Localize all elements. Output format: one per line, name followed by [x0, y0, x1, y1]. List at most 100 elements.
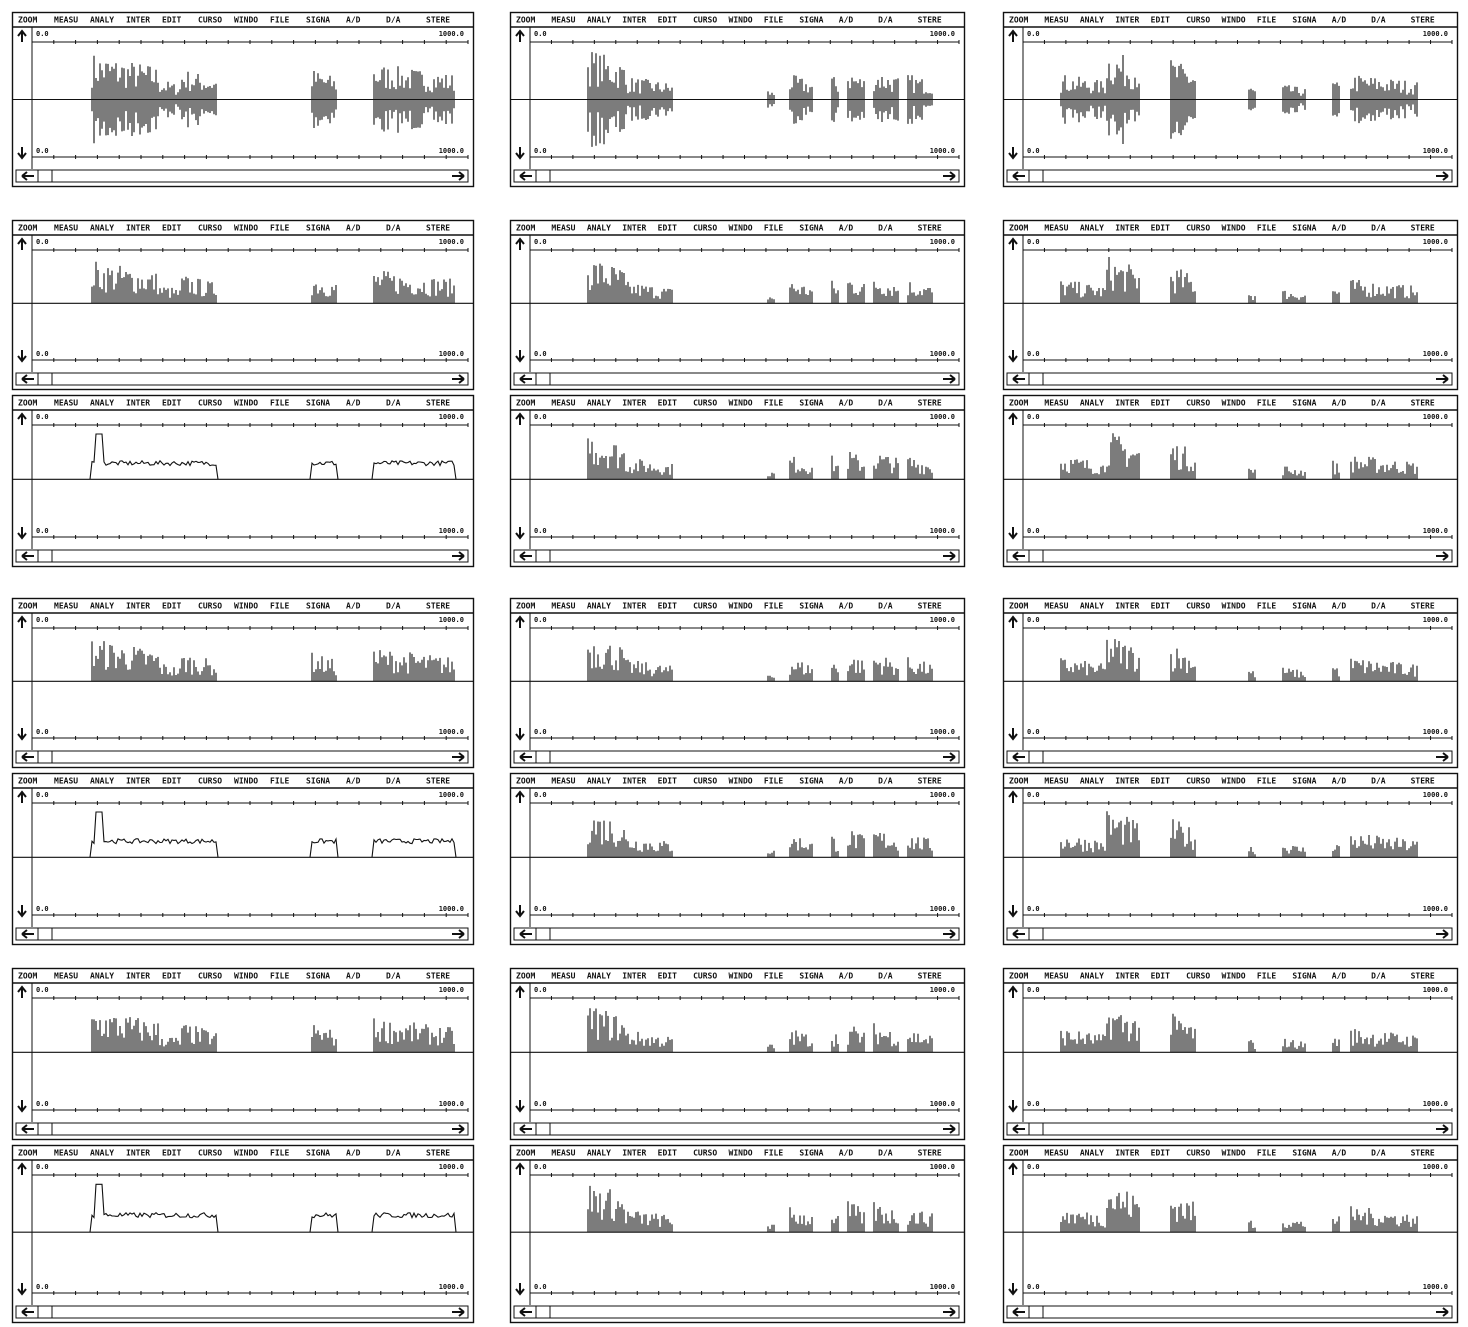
menu-item[interactable]: FILE — [270, 602, 289, 611]
menu-item[interactable]: A/D — [346, 399, 361, 408]
menu-item[interactable]: ZOOM — [18, 602, 37, 611]
menu-item[interactable]: D/A — [386, 399, 401, 408]
scrollbar[interactable] — [1007, 751, 1452, 763]
menu-item[interactable]: CURSO — [198, 972, 222, 981]
menu-item[interactable]: ZOOM — [18, 399, 37, 408]
scroll-thumb[interactable] — [1029, 1123, 1043, 1135]
menu-item[interactable]: A/D — [1332, 777, 1347, 786]
scrollbar[interactable] — [16, 928, 468, 940]
scroll-thumb[interactable] — [1029, 550, 1043, 562]
menu-item[interactable]: CURSO — [1186, 777, 1210, 786]
menu-item[interactable]: D/A — [386, 972, 401, 981]
menu-item[interactable]: FILE — [1257, 1149, 1276, 1158]
menu-item[interactable]: A/D — [346, 1149, 361, 1158]
menu-item[interactable]: STERE — [1411, 1149, 1435, 1158]
menu-item[interactable]: ZOOM — [516, 399, 535, 408]
menu-item[interactable]: INTER — [622, 399, 646, 408]
scroll-thumb[interactable] — [38, 373, 52, 385]
menu-item[interactable]: WINDO — [234, 602, 258, 611]
menu-item[interactable]: ZOOM — [18, 224, 37, 233]
menu-item[interactable]: SIGNA — [1292, 16, 1316, 25]
menu-item[interactable]: EDIT — [658, 777, 677, 786]
menu-item[interactable]: SIGNA — [1292, 399, 1316, 408]
scroll-thumb[interactable] — [536, 751, 550, 763]
menu-item[interactable]: WINDO — [234, 972, 258, 981]
menu-item[interactable]: ZOOM — [1009, 972, 1028, 981]
scrollbar[interactable] — [514, 170, 959, 182]
menu-item[interactable]: CURSO — [693, 399, 717, 408]
menu-item[interactable]: A/D — [1332, 399, 1347, 408]
scrollbar[interactable] — [1007, 550, 1452, 562]
menu-item[interactable]: CURSO — [1186, 972, 1210, 981]
menu-item[interactable]: STERE — [426, 1149, 450, 1158]
menu-item[interactable]: MEASU — [1044, 777, 1068, 786]
scroll-thumb[interactable] — [38, 751, 52, 763]
menu-item[interactable]: STERE — [918, 602, 942, 611]
menu-item[interactable]: MEASU — [54, 399, 78, 408]
menu-item[interactable]: ANALY — [90, 16, 114, 25]
menu-item[interactable]: MEASU — [1044, 602, 1068, 611]
menu-item[interactable]: D/A — [878, 777, 893, 786]
menu-item[interactable]: A/D — [839, 1149, 854, 1158]
menu-item[interactable]: INTER — [1115, 602, 1139, 611]
menu-item[interactable]: SIGNA — [1292, 224, 1316, 233]
menu-item[interactable]: CURSO — [198, 224, 222, 233]
scrollbar[interactable] — [16, 170, 468, 182]
menu-item[interactable]: FILE — [270, 16, 289, 25]
menu-item[interactable]: A/D — [1332, 972, 1347, 981]
menu-item[interactable]: A/D — [839, 16, 854, 25]
menu-item[interactable]: WINDO — [1222, 224, 1246, 233]
menu-item[interactable]: FILE — [764, 602, 783, 611]
menu-item[interactable]: MEASU — [1044, 972, 1068, 981]
menu-item[interactable]: A/D — [346, 16, 361, 25]
menu-item[interactable]: STERE — [918, 399, 942, 408]
menu-item[interactable]: ZOOM — [1009, 777, 1028, 786]
scroll-thumb[interactable] — [1029, 170, 1043, 182]
menu-item[interactable]: ANALY — [90, 1149, 114, 1158]
menu-item[interactable]: ANALY — [90, 399, 114, 408]
menu-item[interactable]: EDIT — [658, 16, 677, 25]
menu-item[interactable]: CURSO — [198, 16, 222, 25]
menu-item[interactable]: WINDO — [1222, 602, 1246, 611]
menu-item[interactable]: D/A — [878, 224, 893, 233]
menu-item[interactable]: STERE — [426, 972, 450, 981]
menu-item[interactable]: A/D — [839, 399, 854, 408]
scroll-thumb[interactable] — [536, 1306, 550, 1318]
menu-item[interactable]: INTER — [126, 224, 150, 233]
menu-item[interactable]: MEASU — [551, 777, 575, 786]
menu-item[interactable]: SIGNA — [306, 1149, 330, 1158]
menu-item[interactable]: INTER — [126, 777, 150, 786]
menu-item[interactable]: FILE — [764, 972, 783, 981]
menu-item[interactable]: ANALY — [1080, 399, 1104, 408]
menu-item[interactable]: A/D — [346, 602, 361, 611]
menu-item[interactable]: MEASU — [551, 1149, 575, 1158]
menu-item[interactable]: STERE — [918, 224, 942, 233]
menu-item[interactable]: STERE — [918, 972, 942, 981]
scrollbar[interactable] — [16, 1123, 468, 1135]
menu-item[interactable]: SIGNA — [306, 399, 330, 408]
menu-item[interactable]: SIGNA — [799, 602, 823, 611]
menu-item[interactable]: STERE — [426, 777, 450, 786]
menu-item[interactable]: WINDO — [1222, 1149, 1246, 1158]
menu-item[interactable]: INTER — [126, 972, 150, 981]
menu-item[interactable]: SIGNA — [799, 16, 823, 25]
menu-item[interactable]: SIGNA — [799, 777, 823, 786]
menu-item[interactable]: EDIT — [162, 224, 181, 233]
menu-item[interactable]: A/D — [1332, 602, 1347, 611]
menu-item[interactable]: EDIT — [162, 16, 181, 25]
menu-item[interactable]: D/A — [878, 972, 893, 981]
menu-item[interactable]: D/A — [878, 399, 893, 408]
menu-item[interactable]: MEASU — [54, 1149, 78, 1158]
menu-item[interactable]: INTER — [1115, 224, 1139, 233]
menu-item[interactable]: MEASU — [54, 16, 78, 25]
menu-item[interactable]: INTER — [1115, 16, 1139, 25]
menu-item[interactable]: INTER — [126, 399, 150, 408]
menu-item[interactable]: D/A — [878, 1149, 893, 1158]
menu-item[interactable]: MEASU — [551, 972, 575, 981]
menu-item[interactable]: EDIT — [1151, 602, 1170, 611]
menu-item[interactable]: ZOOM — [18, 777, 37, 786]
menu-item[interactable]: ZOOM — [516, 777, 535, 786]
menu-item[interactable]: STERE — [426, 16, 450, 25]
menu-item[interactable]: ANALY — [587, 224, 611, 233]
menu-item[interactable]: SIGNA — [1292, 777, 1316, 786]
